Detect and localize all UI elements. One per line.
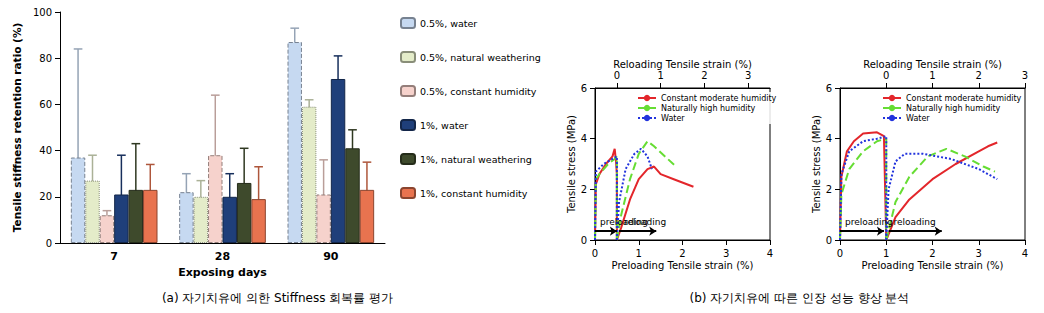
svg-text:1%, constant humidity: 1%, constant humidity [420, 188, 528, 199]
svg-text:0: 0 [592, 248, 598, 259]
svg-text:80: 80 [39, 53, 52, 64]
svg-text:Water: Water [661, 114, 685, 123]
svg-text:2: 2 [701, 70, 707, 81]
svg-text:0.5%, constant humidity: 0.5%, constant humidity [420, 86, 537, 97]
svg-text:40: 40 [39, 145, 52, 156]
svg-text:Water: Water [906, 114, 930, 123]
svg-text:6: 6 [826, 83, 832, 94]
svg-text:1%, natural weathering: 1%, natural weathering [420, 154, 532, 165]
svg-text:Preloading Tensile strain (%): Preloading Tensile strain (%) [862, 260, 1004, 271]
svg-text:(a) 자기치유에 의한 Stiffness 회복률 평가: (a) 자기치유에 의한 Stiffness 회복률 평가 [162, 291, 393, 305]
svg-text:0.5%, water: 0.5%, water [420, 18, 477, 29]
svg-text:4: 4 [581, 133, 587, 144]
svg-text:2: 2 [929, 248, 935, 259]
svg-text:0: 0 [826, 235, 832, 246]
svg-text:3: 3 [745, 70, 751, 81]
svg-text:reloading: reloading [894, 217, 936, 227]
svg-text:Preloading Tensile strain (%): Preloading Tensile strain (%) [612, 260, 754, 271]
svg-text:0: 0 [581, 235, 587, 246]
svg-text:3: 3 [976, 248, 982, 259]
svg-text:90: 90 [323, 250, 339, 263]
svg-text:3: 3 [723, 248, 729, 259]
svg-text:0: 0 [837, 248, 843, 259]
svg-text:28: 28 [215, 250, 230, 263]
svg-text:100: 100 [33, 7, 52, 18]
svg-text:20: 20 [39, 191, 52, 202]
svg-text:Constant moderate humidity: Constant moderate humidity [661, 94, 777, 103]
svg-text:2: 2 [581, 184, 587, 195]
svg-text:1%, water: 1%, water [420, 120, 468, 131]
svg-text:60: 60 [39, 99, 52, 110]
svg-text:6: 6 [581, 83, 587, 94]
svg-text:preloading: preloading [845, 217, 893, 227]
svg-text:1: 1 [883, 248, 889, 259]
svg-text:7: 7 [110, 250, 118, 263]
svg-text:4: 4 [1022, 248, 1028, 259]
svg-text:0: 0 [614, 70, 620, 81]
svg-text:Naturally high humidity: Naturally high humidity [661, 104, 756, 113]
svg-text:2: 2 [679, 248, 685, 259]
svg-text:1: 1 [636, 248, 642, 259]
svg-text:1: 1 [929, 70, 935, 81]
svg-text:0: 0 [46, 238, 52, 249]
svg-text:2: 2 [976, 70, 982, 81]
svg-text:Reloading Tensile strain (%): Reloading Tensile strain (%) [863, 59, 1002, 70]
svg-text:Tensile stress (MPa): Tensile stress (MPa) [566, 115, 577, 214]
svg-text:Exposing days: Exposing days [178, 266, 267, 279]
svg-text:0: 0 [883, 70, 889, 81]
svg-text:Tensile stiffness retention ra: Tensile stiffness retention ratio (%) [11, 23, 23, 232]
svg-text:(b) 자기치유에 따른 인장 성능 향상 분석: (b) 자기치유에 따른 인장 성능 향상 분석 [690, 291, 910, 305]
svg-text:2: 2 [826, 184, 832, 195]
svg-text:Tensile stress (MPa): Tensile stress (MPa) [811, 115, 822, 214]
svg-text:Naturally high humidity: Naturally high humidity [906, 104, 1001, 113]
svg-text:Constant moderate humidity: Constant moderate humidity [906, 94, 1022, 103]
svg-text:Reloading Tensile strain (%): Reloading Tensile strain (%) [613, 59, 752, 70]
svg-text:4: 4 [826, 133, 832, 144]
svg-text:1: 1 [657, 70, 663, 81]
svg-text:4: 4 [767, 248, 773, 259]
svg-text:3: 3 [1022, 70, 1028, 81]
svg-text:0.5%, natural weathering: 0.5%, natural weathering [420, 52, 541, 63]
svg-text:reloading: reloading [624, 217, 666, 227]
